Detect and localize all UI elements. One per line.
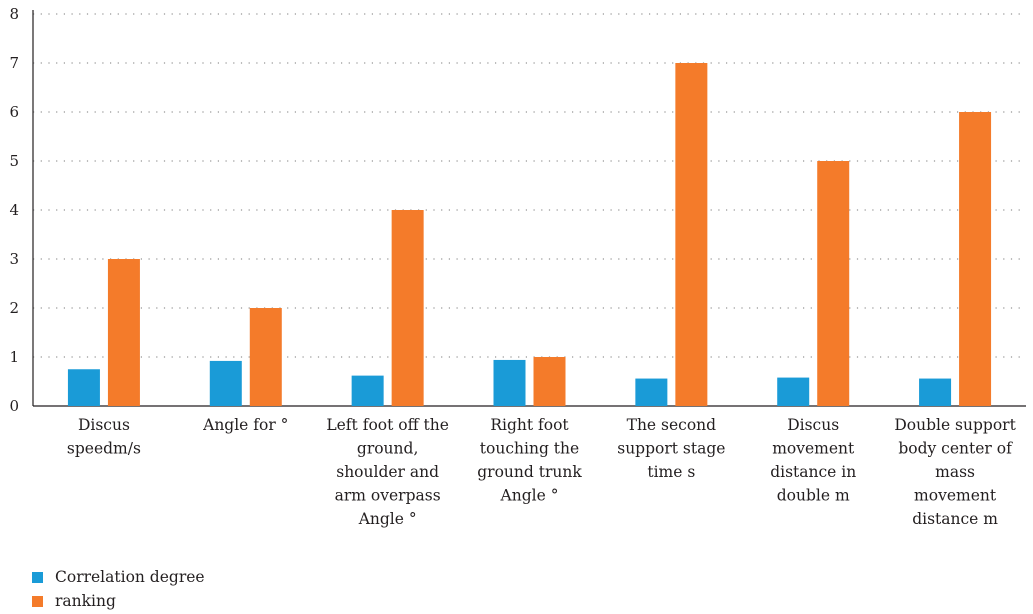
x-category-label-line: Angle °	[358, 510, 417, 528]
x-category-label-line: touching the	[480, 440, 579, 458]
legend-item-ranking: ranking	[32, 589, 205, 613]
bar-correlation-degree-6	[919, 378, 952, 406]
x-category-label-6: Double support body center of mass movement…	[894, 416, 1016, 528]
x-category-label-line: Discus	[787, 416, 839, 434]
bar-ranking-4	[675, 63, 708, 406]
x-category-label-line: shoulder and	[336, 463, 439, 481]
x-category-label-line: time s	[647, 463, 695, 481]
bar-correlation-degree-2	[351, 375, 384, 406]
bar-ranking-5	[817, 161, 850, 406]
y-tick-label-0: 0	[9, 397, 19, 415]
legend-label-ranking: ranking	[55, 592, 116, 610]
x-category-label-line: speedm/s	[67, 440, 141, 458]
x-category-label-line: Discus	[78, 416, 130, 434]
x-category-label-line: The second	[627, 416, 717, 434]
bar-ranking-1	[249, 308, 282, 406]
x-category-label-line: distance in	[770, 463, 856, 481]
x-category-label-3: Right foot touching the ground trunk Angle …	[477, 416, 582, 505]
x-category-label-line: ground,	[357, 440, 418, 458]
x-category-label-line: movement	[772, 440, 855, 458]
x-category-label-line: support stage	[617, 440, 725, 458]
x-category-label-line: Right foot	[490, 416, 569, 434]
x-category-label-0: Discus speedm/s	[67, 416, 141, 458]
x-category-label-line: Angle °	[500, 487, 559, 505]
x-category-label-line: distance m	[912, 510, 998, 528]
legend-item-correlation-degree: Correlation degree	[32, 565, 205, 589]
x-category-label-line: Left foot off the	[326, 416, 449, 434]
x-category-label-line: arm overpass	[335, 487, 441, 505]
bar-ranking-0	[107, 259, 140, 406]
x-category-label-2: Left foot off the ground, shoulder and arm …	[326, 416, 449, 528]
y-tick-label-5: 5	[9, 152, 19, 170]
x-category-label-line: double m	[777, 487, 850, 505]
y-tick-label-3: 3	[9, 250, 19, 268]
bar-ranking-6	[959, 112, 992, 406]
x-category-label-line: mass	[935, 463, 975, 481]
x-category-label-line: Angle for °	[202, 416, 288, 434]
x-category-label-4: The second support stage time s	[617, 416, 725, 481]
x-category-label-1: Angle for °	[202, 416, 288, 434]
x-category-label-line: Double support	[894, 416, 1016, 434]
y-tick-label-1: 1	[9, 348, 19, 366]
y-tick-label-7: 7	[9, 54, 19, 72]
bar-correlation-degree-1	[209, 360, 242, 406]
x-category-label-line: movement	[914, 487, 997, 505]
bar-chart-svg: 0 1 2 3 4 5 6 7 8 Discus speedm/s Angle for ° Left f…	[9, 5, 1026, 528]
bar-ranking-3	[533, 357, 566, 406]
bar-correlation-degree-4	[635, 378, 668, 406]
y-tick-label-4: 4	[9, 201, 19, 219]
legend-swatch-correlation-degree	[32, 571, 43, 583]
y-tick-label-2: 2	[9, 299, 19, 317]
legend-swatch-ranking	[32, 595, 43, 607]
bar-correlation-degree-5	[777, 377, 810, 406]
y-tick-label-8: 8	[9, 5, 19, 23]
bar-correlation-degree-3	[493, 359, 526, 406]
x-category-label-line: body center of	[898, 440, 1013, 458]
legend-label-correlation-degree: Correlation degree	[55, 568, 205, 586]
legend: Correlation degree ranking	[32, 565, 205, 613]
x-category-label-5: Discus movement distance in double m	[770, 416, 856, 505]
y-tick-label-6: 6	[9, 103, 19, 121]
bar-ranking-2	[391, 210, 424, 406]
x-category-label-line: ground trunk	[477, 463, 582, 481]
bar-correlation-degree-0	[67, 369, 100, 406]
